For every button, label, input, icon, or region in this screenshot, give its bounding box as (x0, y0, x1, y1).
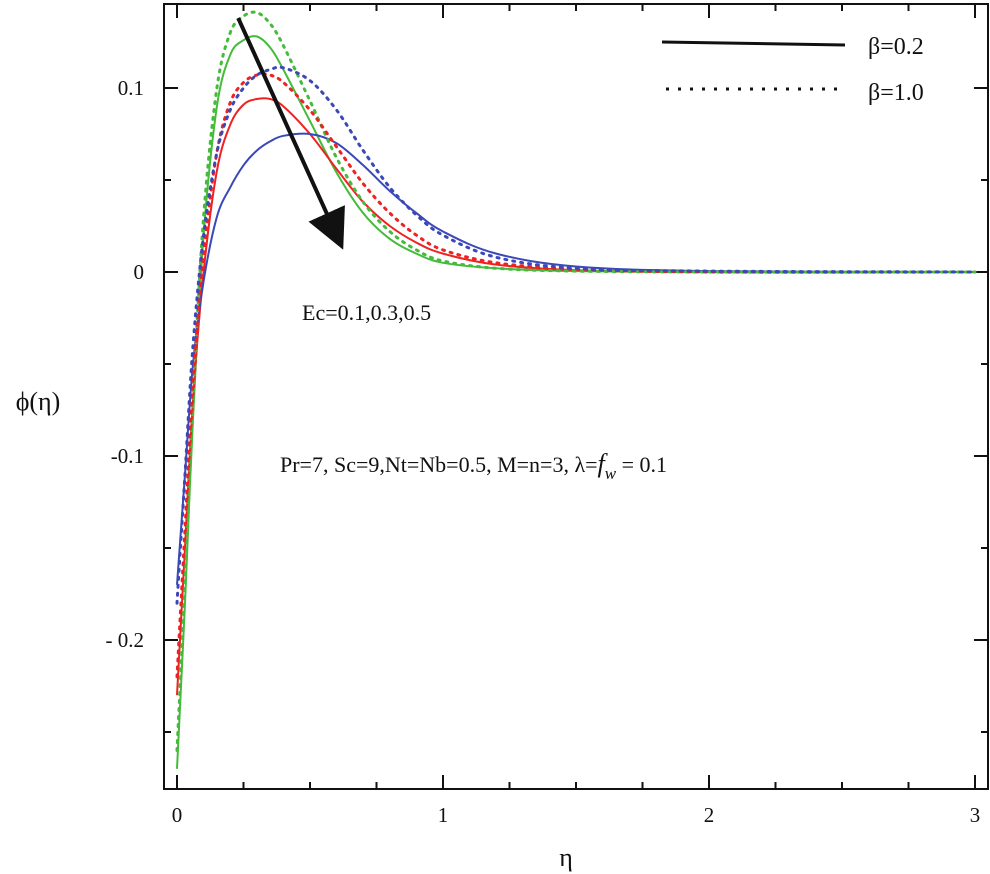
series-line-blue-dotted (175, 65, 977, 605)
series-line-red-solid (176, 97, 976, 696)
series-group (175, 10, 977, 769)
ec-arrow-label: Ec=0.1,0.3,0.5 (302, 300, 431, 325)
x-tick-label: 3 (970, 803, 981, 827)
legend: β=0.2 β=1.0 (661, 34, 924, 106)
y-tick-label: - 0.2 (106, 628, 145, 652)
y-tick-label: 0.1 (118, 76, 144, 100)
legend-line-solid (661, 40, 846, 47)
ec-trend-arrow (236, 17, 345, 250)
y-axis-label: ϕ(η) (16, 387, 61, 416)
x-tick-label: 2 (704, 803, 715, 827)
parameters-text: Pr=7, Sc=9,Nt=Nb=0.5, M=n=3, λ= (280, 452, 598, 477)
x-tick-label: 1 (438, 803, 449, 827)
axis-ticks: 0 1 2 3 - 0.2 -0.1 0 0.1 (106, 4, 988, 827)
y-tick-label: 0 (134, 260, 145, 284)
series-line-green-dotted (175, 10, 977, 752)
x-axis-label: η (559, 843, 573, 872)
plot-frame (163, 3, 989, 790)
parameters-f: f (598, 449, 609, 478)
plot-border (163, 3, 989, 790)
series-line-red-dotted (175, 72, 977, 679)
x-tick-label: 0 (172, 803, 183, 827)
legend-label-beta-0-2: β=0.2 (868, 34, 924, 60)
y-tick-label: -0.1 (111, 444, 144, 468)
parameters-value: = 0.1 (616, 452, 667, 477)
series-line-blue-solid (176, 132, 976, 585)
parameters-annotation: Pr=7, Sc=9,Nt=Nb=0.5, M=n=3, λ=fw = 0.1 (280, 449, 667, 483)
parameters-subscript: w (605, 464, 617, 483)
legend-label-beta-1-0: β=1.0 (868, 80, 924, 106)
